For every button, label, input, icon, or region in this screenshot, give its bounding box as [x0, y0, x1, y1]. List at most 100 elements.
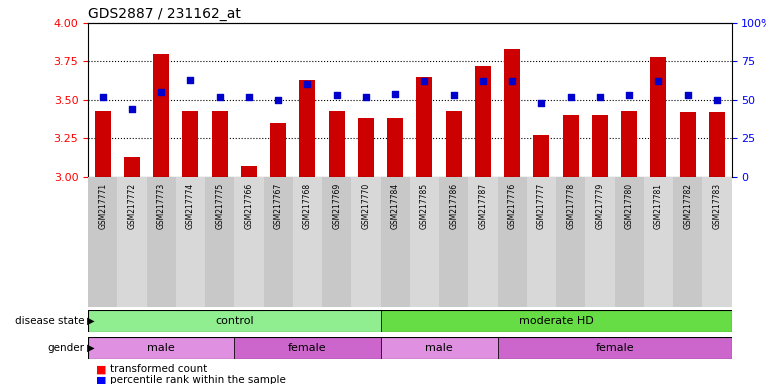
Bar — [381, 337, 498, 359]
Bar — [679, 112, 696, 177]
Bar — [88, 310, 381, 332]
Text: GSM217787: GSM217787 — [479, 183, 487, 229]
Bar — [585, 177, 614, 307]
Bar — [439, 177, 468, 307]
Bar — [643, 177, 673, 307]
Bar — [211, 111, 228, 177]
Text: GSM217785: GSM217785 — [420, 183, 429, 229]
Point — [272, 97, 284, 103]
Text: GSM217770: GSM217770 — [362, 183, 371, 229]
Point — [535, 100, 548, 106]
Text: female: female — [595, 343, 633, 353]
Bar — [234, 177, 264, 307]
Bar — [300, 80, 316, 177]
Bar — [264, 177, 293, 307]
Point — [565, 94, 577, 100]
Bar — [234, 337, 381, 359]
Bar — [117, 177, 146, 307]
Bar — [621, 111, 637, 177]
Bar — [358, 118, 374, 177]
Bar — [182, 111, 198, 177]
Point — [476, 78, 489, 84]
Text: transformed count: transformed count — [110, 364, 207, 374]
Text: GSM217776: GSM217776 — [508, 183, 517, 229]
Bar — [387, 118, 403, 177]
Text: GSM217766: GSM217766 — [244, 183, 254, 229]
Bar — [293, 177, 322, 307]
Bar — [205, 177, 234, 307]
Bar — [146, 177, 176, 307]
Bar — [352, 177, 381, 307]
Bar — [592, 115, 608, 177]
Text: GSM217786: GSM217786 — [449, 183, 458, 229]
Bar — [504, 49, 520, 177]
Text: GSM217772: GSM217772 — [127, 183, 136, 229]
Bar — [381, 177, 410, 307]
Bar — [650, 57, 666, 177]
Point — [653, 78, 665, 84]
Point — [682, 92, 694, 98]
Bar — [381, 310, 732, 332]
Bar — [270, 123, 286, 177]
Text: GSM217783: GSM217783 — [712, 183, 722, 229]
Text: GSM217778: GSM217778 — [566, 183, 575, 229]
Point — [97, 94, 109, 100]
Point — [389, 91, 401, 97]
Text: ■: ■ — [96, 364, 106, 374]
Text: GSM217769: GSM217769 — [332, 183, 341, 229]
Bar — [556, 177, 585, 307]
Bar — [95, 111, 111, 177]
Bar — [329, 111, 345, 177]
Text: GSM217767: GSM217767 — [273, 183, 283, 229]
Text: male: male — [425, 343, 453, 353]
Text: percentile rank within the sample: percentile rank within the sample — [110, 375, 286, 384]
Text: GSM217773: GSM217773 — [157, 183, 165, 229]
Text: GSM217779: GSM217779 — [595, 183, 604, 229]
Point — [594, 94, 606, 100]
Bar — [88, 337, 234, 359]
Bar — [527, 177, 556, 307]
Point — [155, 89, 167, 95]
Text: male: male — [147, 343, 175, 353]
Text: GDS2887 / 231162_at: GDS2887 / 231162_at — [88, 7, 241, 21]
Bar — [498, 337, 732, 359]
Text: disease state: disease state — [15, 316, 84, 326]
Bar — [468, 177, 498, 307]
Bar — [614, 177, 643, 307]
Text: GSM217777: GSM217777 — [537, 183, 546, 229]
Bar — [446, 111, 462, 177]
Point — [126, 106, 138, 112]
Point — [418, 78, 430, 84]
Point — [623, 92, 635, 98]
Text: GSM217780: GSM217780 — [624, 183, 633, 229]
Text: gender: gender — [47, 343, 84, 353]
Text: moderate HD: moderate HD — [519, 316, 594, 326]
Text: GSM217771: GSM217771 — [98, 183, 107, 229]
Bar — [475, 66, 491, 177]
Text: ■: ■ — [96, 375, 106, 384]
Bar — [498, 177, 527, 307]
Point — [243, 94, 255, 100]
Bar — [124, 157, 140, 177]
Text: ▶: ▶ — [84, 316, 95, 326]
Text: GSM217775: GSM217775 — [215, 183, 224, 229]
Bar — [153, 54, 169, 177]
Text: ▶: ▶ — [84, 343, 95, 353]
Point — [301, 81, 313, 88]
Text: control: control — [215, 316, 254, 326]
Point — [214, 94, 226, 100]
Point — [360, 94, 372, 100]
Text: female: female — [288, 343, 327, 353]
Point — [447, 92, 460, 98]
Point — [185, 77, 197, 83]
Bar — [241, 166, 257, 177]
Bar — [709, 112, 725, 177]
Bar — [702, 177, 732, 307]
Point — [506, 78, 519, 84]
Point — [711, 97, 723, 103]
Bar — [562, 115, 579, 177]
Point — [331, 92, 343, 98]
Text: GSM217781: GSM217781 — [654, 183, 663, 229]
Bar — [533, 135, 549, 177]
Bar — [410, 177, 439, 307]
